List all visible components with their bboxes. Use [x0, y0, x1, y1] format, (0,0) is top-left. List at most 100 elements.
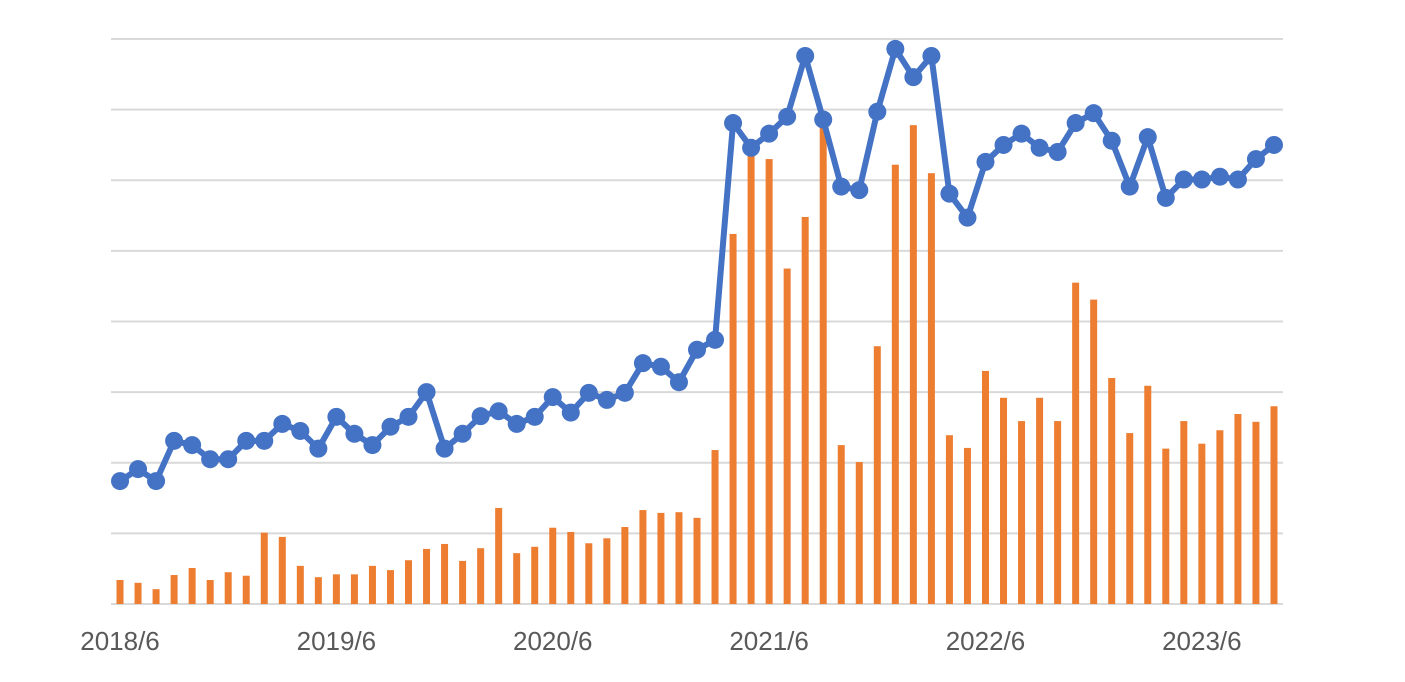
line-marker [688, 340, 706, 359]
line-marker [363, 436, 382, 455]
line-marker [345, 424, 364, 443]
bar [1162, 448, 1170, 604]
bar [1234, 414, 1242, 604]
line-marker [435, 439, 454, 458]
line-marker [1246, 150, 1265, 169]
line-marker [273, 414, 292, 433]
bar [1144, 385, 1152, 604]
bar [1072, 282, 1080, 604]
line-marker [327, 407, 346, 426]
bar [350, 574, 358, 604]
bar [675, 512, 683, 604]
bar [819, 127, 827, 605]
bar [531, 546, 539, 604]
bar [1000, 397, 1008, 604]
bar [837, 445, 845, 604]
bar [963, 447, 971, 604]
line-marker [525, 407, 544, 426]
bar [314, 577, 322, 604]
x-tick-label: 2022/6 [946, 626, 1026, 656]
line-marker [129, 460, 148, 479]
line-marker [706, 330, 725, 349]
bar [495, 507, 503, 604]
line-marker [724, 114, 743, 133]
line-marker [219, 450, 238, 469]
bar [278, 536, 286, 604]
line-marker [147, 472, 166, 491]
line-marker [1030, 138, 1049, 157]
bar [1090, 299, 1098, 604]
bar [405, 560, 413, 604]
line-marker [1264, 135, 1283, 154]
line-marker [814, 110, 833, 129]
bar [909, 125, 917, 604]
line-marker [742, 138, 761, 157]
bar [765, 159, 773, 604]
bar [1108, 378, 1116, 604]
line-marker [111, 472, 130, 491]
line-marker [1102, 131, 1121, 150]
line-marker [597, 390, 616, 409]
line-marker [922, 46, 941, 65]
x-tick-label: 2020/6 [513, 626, 593, 656]
bar [477, 548, 485, 604]
line-marker [778, 107, 797, 126]
bar [368, 565, 376, 604]
x-tick-label: 2018/6 [80, 626, 160, 656]
line-marker [886, 39, 905, 58]
x-tick-label: 2023/6 [1162, 626, 1242, 656]
line-marker [976, 152, 995, 171]
line-marker [471, 407, 490, 426]
bar [206, 579, 214, 604]
line-marker [399, 407, 418, 426]
line-marker [940, 184, 959, 203]
bar [224, 572, 232, 604]
bar [549, 527, 557, 604]
line-marker [507, 414, 526, 433]
bar [423, 548, 431, 604]
line-marker [1210, 167, 1229, 186]
line-marker [417, 383, 436, 402]
x-tick-label: 2021/6 [729, 626, 809, 656]
bar [1198, 443, 1206, 604]
line-marker [1174, 170, 1193, 189]
line-marker [868, 102, 887, 121]
bar [567, 531, 575, 604]
line-marker [1066, 114, 1085, 133]
bar [711, 450, 719, 604]
bar [621, 527, 629, 604]
line-marker [958, 208, 977, 227]
bar [603, 538, 611, 604]
line-marker [994, 135, 1013, 154]
line-marker [760, 124, 779, 143]
line-marker [165, 431, 184, 450]
bar [855, 462, 863, 604]
line-marker [651, 357, 670, 376]
bar [441, 543, 449, 604]
bar [513, 553, 521, 604]
line-marker [579, 383, 598, 402]
line-marker [1228, 170, 1247, 189]
line-marker [543, 388, 562, 407]
bar [1270, 406, 1278, 604]
bar [116, 579, 124, 604]
bar [891, 164, 899, 604]
bar [639, 510, 647, 604]
line-marker [561, 403, 580, 422]
line-marker [850, 181, 869, 200]
bar [386, 570, 394, 604]
line-marker [669, 373, 688, 392]
line-marker [291, 421, 310, 440]
line-marker [615, 383, 634, 402]
line-marker [309, 439, 328, 458]
bar [729, 233, 737, 605]
line-marker [255, 431, 274, 450]
bar [296, 565, 304, 604]
bar [801, 216, 809, 604]
line-marker [633, 354, 652, 373]
bar [152, 589, 160, 604]
bar [585, 543, 593, 604]
bar [1036, 397, 1044, 604]
line-marker [237, 431, 256, 450]
